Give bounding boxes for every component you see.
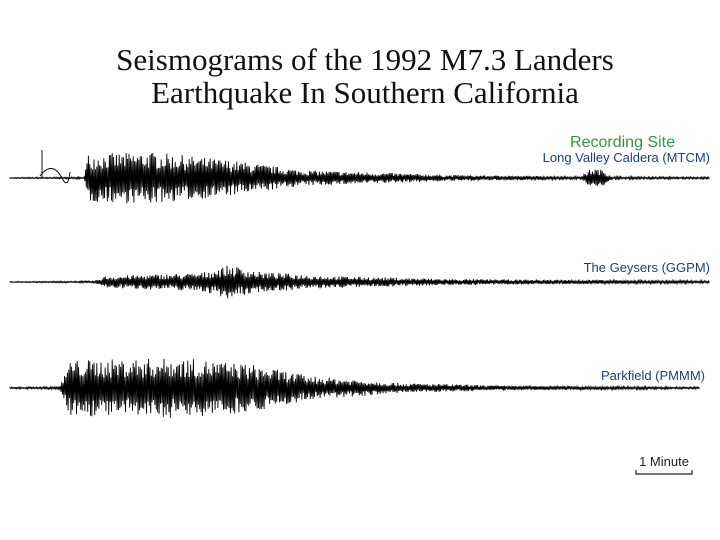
title-line: Seismograms of the 1992 M7.3 Landers [116, 42, 614, 77]
station-label: Long Valley Caldera (MTCM) [543, 150, 710, 165]
seismogram-trace [9, 152, 710, 204]
seismogram-trace [9, 358, 700, 418]
station-label: Parkfield (PMMM) [601, 368, 705, 383]
seismogram-trace [9, 265, 710, 299]
scale-bar [635, 470, 693, 475]
legend-heading: Recording Site [570, 134, 675, 151]
title-line: Earthquake In Southern California [151, 75, 579, 110]
scale-label: 1 Minute [639, 454, 689, 469]
first-arrival [39, 150, 71, 184]
station-label: The Geysers (GGPM) [584, 260, 710, 275]
